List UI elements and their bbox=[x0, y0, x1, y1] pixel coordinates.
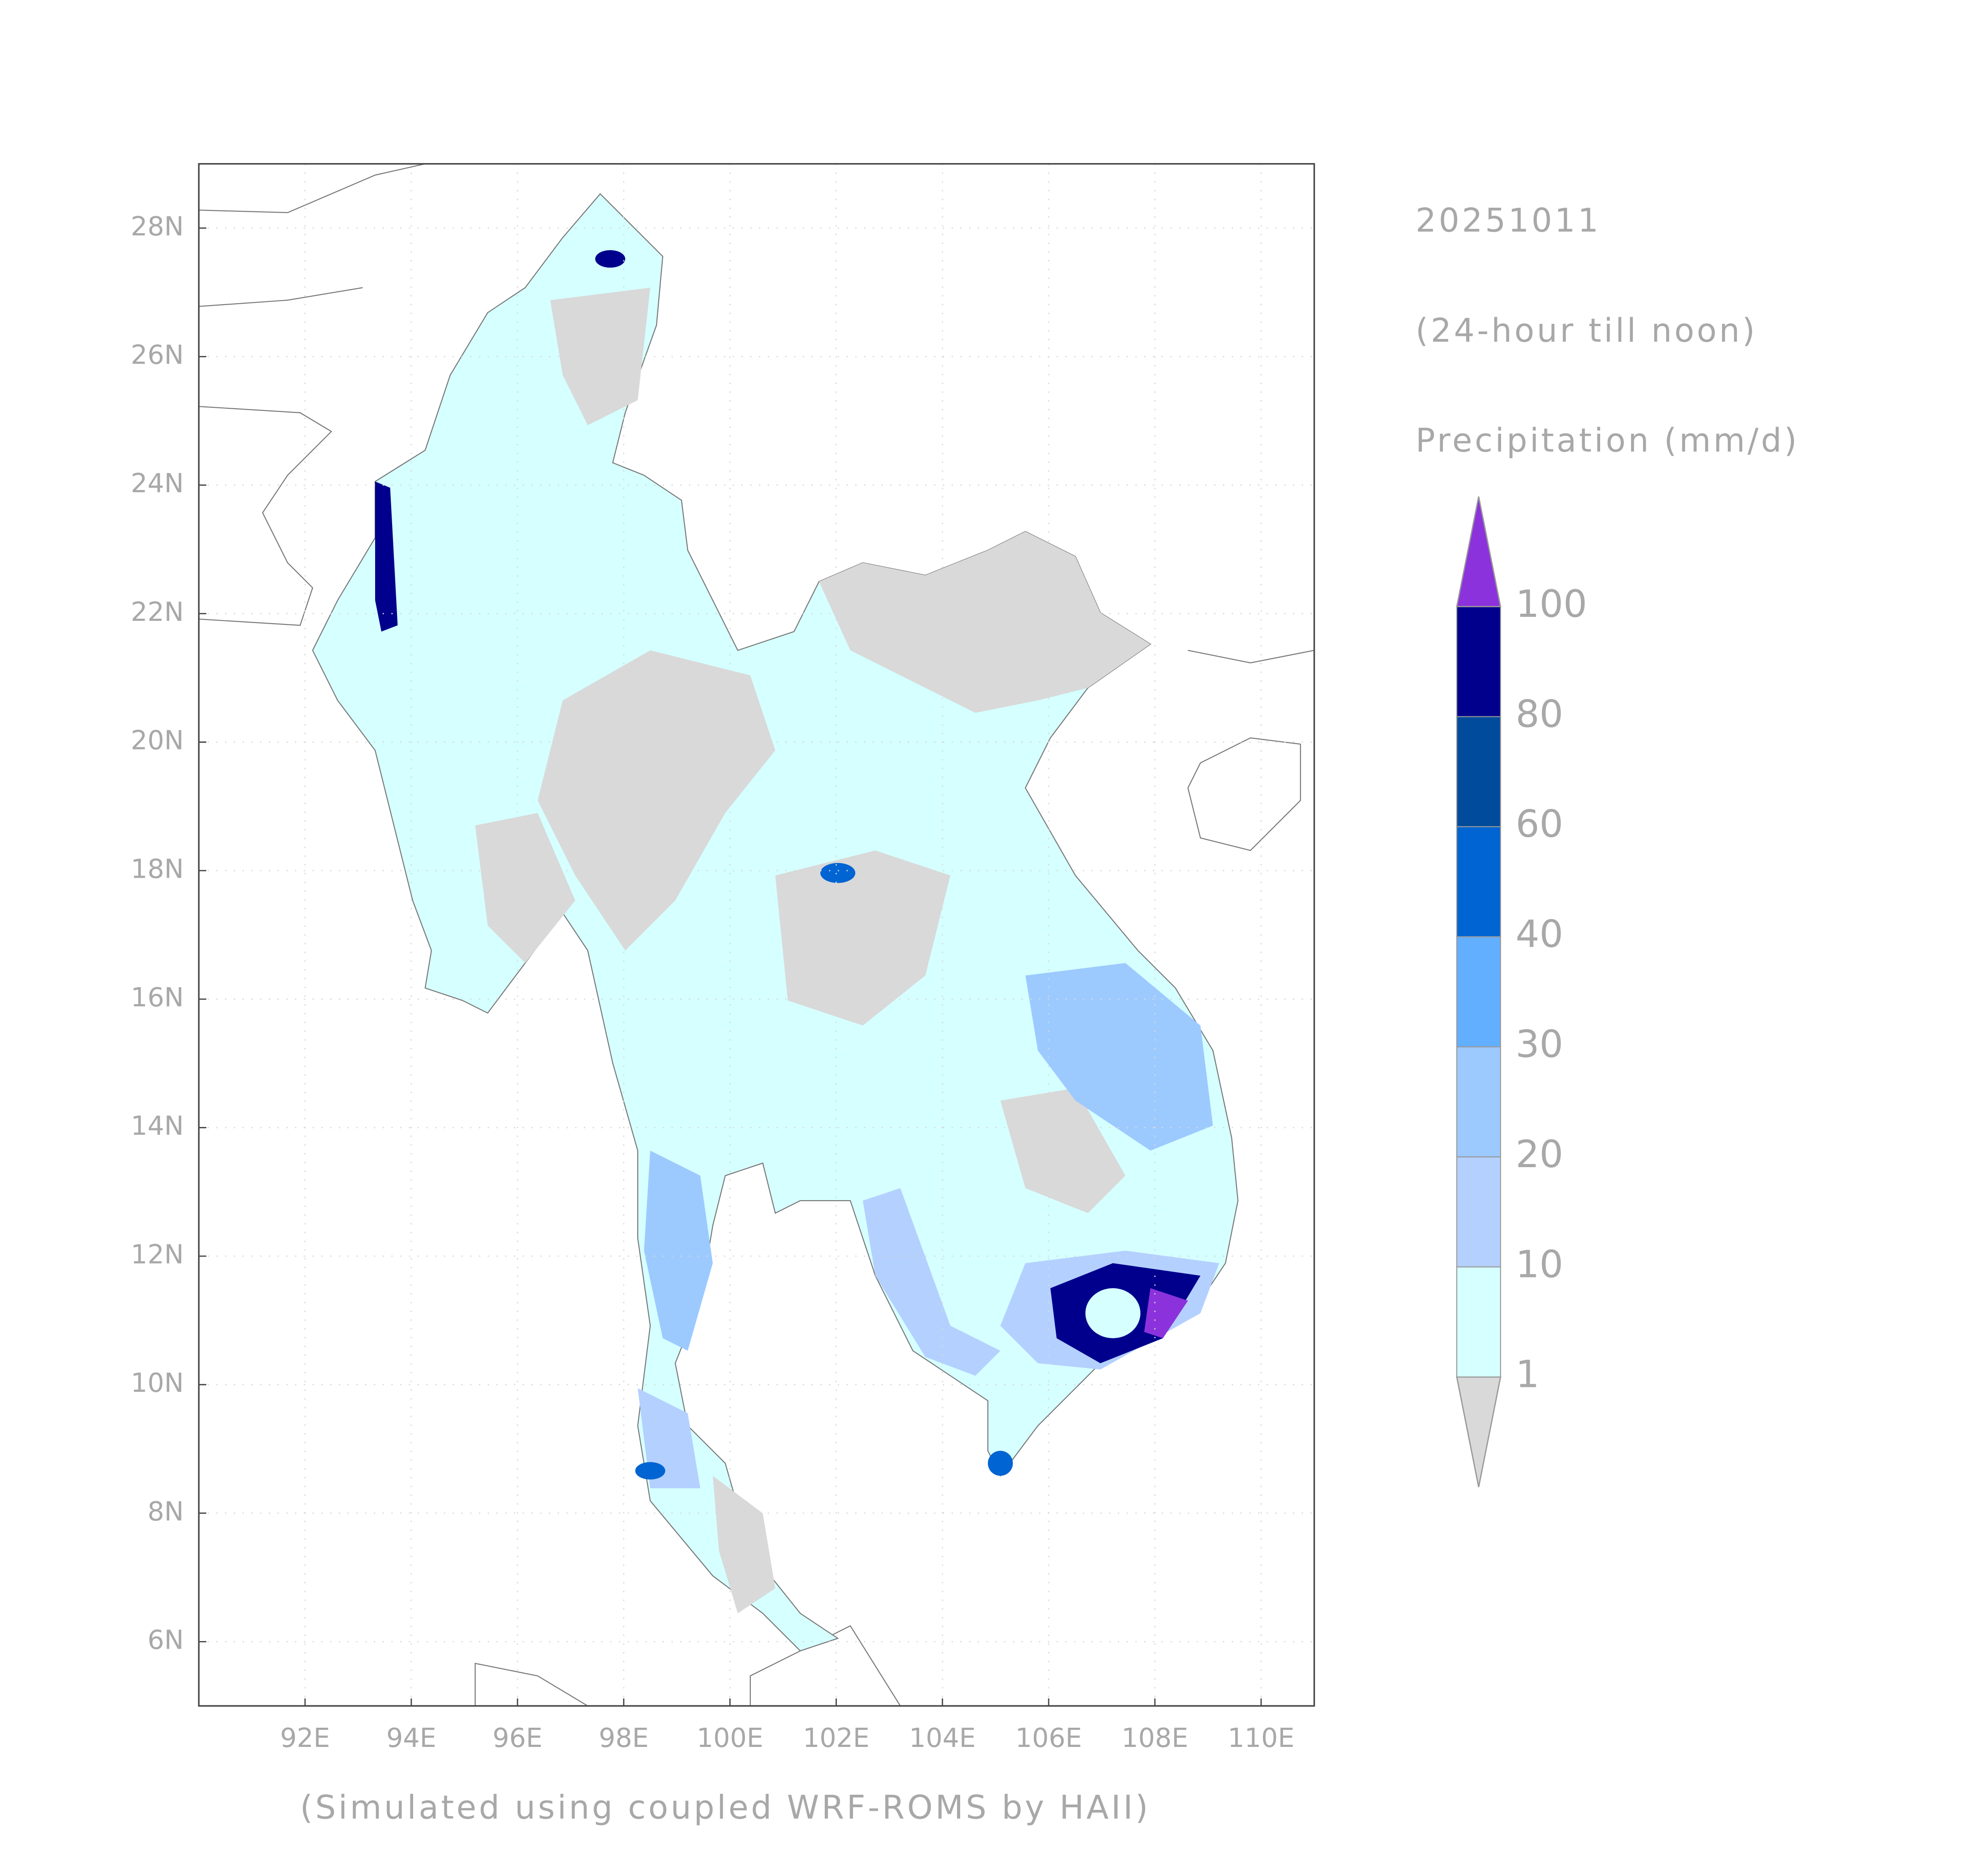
map-layer bbox=[199, 163, 1314, 1706]
colorbar-label: 40 bbox=[1516, 912, 1564, 956]
rain-areas bbox=[375, 250, 1219, 1488]
x-tick-label: 104E bbox=[909, 1722, 976, 1753]
rain-area bbox=[1085, 1288, 1141, 1338]
rain-area bbox=[595, 250, 625, 268]
colorbar: 1 10 20 30 40 60 80 100 bbox=[1456, 496, 1587, 1487]
x-tick-label: 110E bbox=[1228, 1722, 1294, 1753]
rain-area bbox=[863, 1188, 1000, 1376]
x-tick-label: 92E bbox=[280, 1722, 330, 1753]
y-tick-label: 6N bbox=[147, 1624, 184, 1655]
dry-area bbox=[538, 650, 775, 951]
rain-area bbox=[820, 863, 856, 883]
rain-area bbox=[375, 482, 398, 632]
dry-area bbox=[775, 850, 950, 1026]
y-tick-label: 12N bbox=[131, 1239, 184, 1269]
y-tick-label: 14N bbox=[131, 1110, 184, 1141]
colorbar-under bbox=[1456, 1376, 1501, 1487]
colorbar-label: 1 bbox=[1516, 1353, 1539, 1396]
rain-area bbox=[988, 1451, 1013, 1476]
colorbar-label: 10 bbox=[1516, 1242, 1564, 1286]
y-tick-label: 24N bbox=[131, 468, 184, 498]
colorbar-segment bbox=[1456, 1046, 1501, 1158]
colorbar-over bbox=[1456, 496, 1501, 607]
rain-area bbox=[644, 1151, 713, 1351]
colorbar-label: 60 bbox=[1516, 802, 1564, 846]
dry-area bbox=[475, 813, 575, 963]
x-tick-label: 100E bbox=[697, 1722, 763, 1753]
map-frame bbox=[198, 163, 1315, 1707]
colorbar-segment bbox=[1456, 1156, 1501, 1268]
colorbar-segment bbox=[1456, 936, 1501, 1047]
variable-title: Precipitation (mm/d) bbox=[1416, 422, 1799, 460]
y-tick-label: 8N bbox=[147, 1496, 184, 1527]
colorbar-label: 80 bbox=[1516, 692, 1564, 736]
colorbar-label: 20 bbox=[1516, 1132, 1564, 1176]
dry-area bbox=[819, 532, 1150, 713]
y-tick-label: 10N bbox=[131, 1367, 184, 1398]
dry-area bbox=[1000, 1088, 1125, 1213]
x-tick-label: 96E bbox=[493, 1722, 543, 1753]
grid-layer: 92E 94E 96E 98E 100E 102E 104E 106E 108E 110E 6N 8N… bbox=[131, 163, 1314, 1753]
dry-area bbox=[550, 288, 650, 425]
colorbar-segment bbox=[1456, 1266, 1501, 1378]
y-tick-label: 18N bbox=[131, 853, 184, 884]
rain-area bbox=[635, 1462, 665, 1480]
y-tick-label: 22N bbox=[131, 596, 184, 627]
x-tick-label: 106E bbox=[1015, 1722, 1082, 1753]
colorbar-label: 30 bbox=[1516, 1022, 1564, 1066]
y-tick-label: 26N bbox=[131, 339, 184, 370]
y-tick-label: 20N bbox=[131, 725, 184, 756]
colorbar-label: 100 bbox=[1516, 582, 1587, 626]
land-outline bbox=[199, 163, 1314, 1706]
colorbar-segment bbox=[1456, 716, 1501, 827]
footer: (Simulated using coupled WRF-ROMS by HAI… bbox=[300, 1789, 1150, 1827]
date: 20251011 bbox=[1416, 201, 1601, 239]
x-tick-label: 108E bbox=[1121, 1722, 1188, 1753]
x-tick-label: 98E bbox=[599, 1722, 649, 1753]
colorbar-segment bbox=[1456, 606, 1501, 717]
y-tick-label: 16N bbox=[131, 982, 184, 1013]
land-model-domain bbox=[312, 193, 1239, 1652]
dry-area bbox=[713, 1476, 775, 1613]
y-tick-label: 28N bbox=[131, 211, 184, 242]
x-tick-label: 94E bbox=[386, 1722, 436, 1753]
rain-area bbox=[1025, 963, 1213, 1151]
colorbar-segment bbox=[1456, 826, 1501, 938]
subtitle: (24-hour till noon) bbox=[1416, 312, 1758, 350]
rain-area bbox=[1144, 1288, 1188, 1338]
x-tick-label: 102E bbox=[803, 1722, 870, 1753]
dry-areas bbox=[475, 288, 1150, 1613]
